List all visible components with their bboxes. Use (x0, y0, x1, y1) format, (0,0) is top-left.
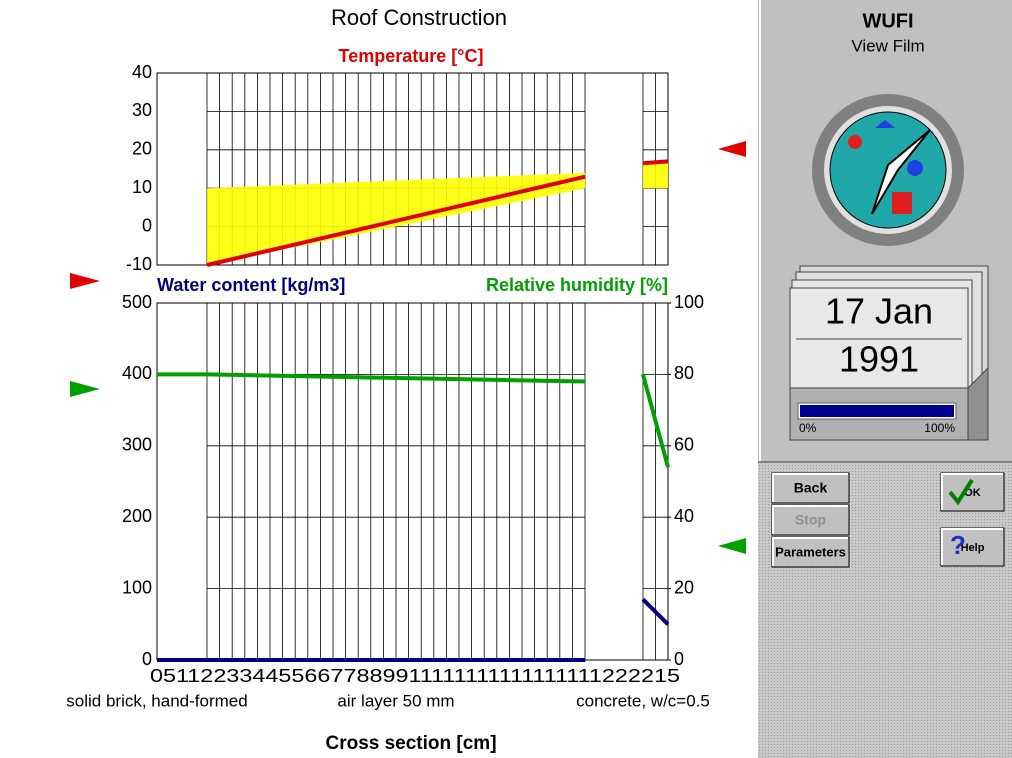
y-tick-label: 0 (142, 649, 152, 669)
logo (812, 94, 964, 246)
y-tick-label: 10 (132, 177, 152, 197)
y-tick-label: 100 (122, 577, 152, 597)
y2-tick-label: 0 (674, 649, 684, 669)
layer-label: concrete, w/c=0.5 (576, 691, 710, 710)
y2-tick-label: 20 (674, 577, 694, 597)
marker-arrow (70, 273, 100, 289)
date-day: 17 Jan (825, 291, 933, 332)
y-tick-label: 40 (132, 62, 152, 82)
x-axis-title: Cross section [cm] (325, 733, 496, 754)
y-tick-label: 300 (122, 435, 152, 455)
humidity-label: Relative humidity [%] (486, 275, 668, 295)
button-bevel (772, 505, 848, 534)
button[interactable] (940, 527, 1005, 567)
date-year: 1991 (839, 339, 919, 380)
progress-fill (800, 405, 954, 417)
series-line (157, 597, 670, 662)
y-tick-label: 0 (142, 215, 152, 235)
panel-title: WUFI (862, 10, 913, 32)
y-tick-label: 30 (132, 100, 152, 120)
button-label[interactable]: Help (961, 542, 985, 554)
layer-label: air layer 50 mm (337, 691, 454, 710)
y2-tick-label: 40 (674, 506, 694, 526)
temperature-range (642, 161, 668, 189)
calendar (789, 265, 989, 441)
buttons[interactable]: Back Stop Parameters OK Help? (771, 472, 1005, 568)
button[interactable] (771, 472, 850, 504)
button-bevel (941, 528, 1003, 565)
progress-min: 0% (799, 421, 817, 435)
button-bevel (941, 473, 1003, 510)
panel-subtitle: View Film (851, 36, 924, 55)
series-line (206, 159, 669, 267)
help-icon: ? (950, 530, 966, 560)
marker-arrow (718, 141, 746, 157)
y2-tick-label: 60 (674, 435, 694, 455)
button-label[interactable]: Back (794, 480, 828, 496)
y2-tick-label: 100 (674, 292, 704, 312)
page-title: Roof Construction (331, 5, 507, 30)
y-tick-label: 500 (122, 292, 152, 312)
series-line (157, 372, 670, 468)
layer-label: solid brick, hand-formed (66, 691, 247, 710)
button-bevel (772, 537, 848, 566)
y-tick-label: 400 (122, 363, 152, 383)
ok-check (948, 478, 974, 506)
x-tick-text: 0511223344556677889911111111111111111222… (150, 666, 680, 686)
progress-max: 100% (924, 421, 955, 435)
button-label[interactable]: Stop (795, 512, 826, 528)
y2-tick-label: 80 (674, 363, 694, 383)
y-tick-label: -10 (126, 254, 152, 274)
button-label[interactable]: OK (964, 487, 981, 499)
marker-arrow (70, 381, 100, 397)
temperature-title: Temperature [°C] (339, 46, 484, 66)
y-tick-label: 200 (122, 506, 152, 526)
button-bevel (772, 473, 848, 502)
water-content-label: Water content [kg/m3] (157, 275, 345, 295)
button-label[interactable]: Parameters (775, 544, 846, 559)
y-tick-label: 20 (132, 139, 152, 159)
marker-arrow (718, 538, 746, 554)
